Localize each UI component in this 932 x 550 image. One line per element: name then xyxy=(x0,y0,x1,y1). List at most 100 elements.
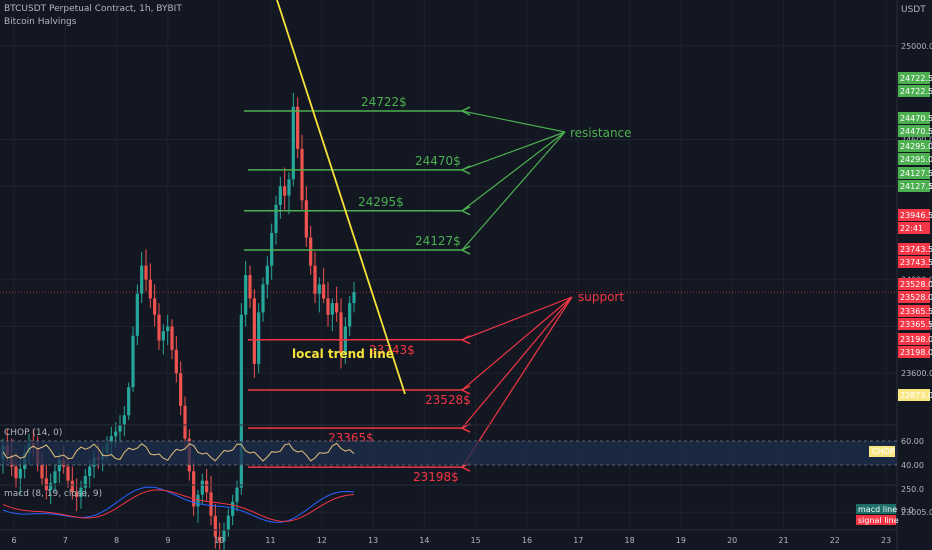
price-tag xyxy=(898,167,930,179)
support-arrow-line xyxy=(461,296,573,341)
candle-body xyxy=(174,349,178,374)
candle-body xyxy=(335,303,339,313)
candle-body xyxy=(161,331,165,341)
candle-body xyxy=(209,492,213,516)
candle-body xyxy=(170,326,174,350)
macd-line xyxy=(2,486,355,523)
currency-label: USDT xyxy=(901,5,926,15)
candle-body xyxy=(287,179,291,196)
candle-body xyxy=(222,529,226,542)
time-tick-label: 21 xyxy=(778,536,788,545)
price-tag-label: 23365.5 xyxy=(900,320,932,329)
macd-legend[interactable]: macd (8, 19, close, 9) xyxy=(4,489,103,499)
price-tag-label: 24722.5 xyxy=(900,74,932,83)
price-tag xyxy=(898,346,930,358)
macd-indicator-pane: 250.0 0.0 macd line signal line xyxy=(2,485,924,525)
candle-body xyxy=(148,279,152,299)
price-tag xyxy=(898,72,930,84)
price-tag xyxy=(898,318,930,330)
drawing-annotations[interactable]: 24722$ 24470$ 24295$ 24127$ resistance 23743$… xyxy=(244,0,632,484)
candle-body xyxy=(283,186,287,196)
price-tag-label: 23365.5 xyxy=(900,307,932,316)
macd-tick-label: 0.0 xyxy=(901,506,914,515)
support-arrow-line xyxy=(461,296,573,429)
price-tag-label: 24127.5 xyxy=(900,182,932,191)
macd-tick-label: 250.0 xyxy=(901,485,924,494)
signal-line-tag-label: signal line xyxy=(858,516,899,525)
candle-body xyxy=(330,303,334,315)
trend-line-label: local trend line xyxy=(292,347,394,361)
chop-legend[interactable]: CHOP (14, 0) xyxy=(4,428,63,438)
indicator-legend-halvings[interactable]: Bitcoin Halvings xyxy=(4,17,77,27)
candle-body xyxy=(261,284,265,313)
time-tick-label: 19 xyxy=(676,536,686,545)
resistance-arrow-line xyxy=(461,131,566,212)
candle-body xyxy=(179,373,183,406)
chop-tick-label: 40.00 xyxy=(901,461,924,470)
support-label: support xyxy=(578,290,624,304)
chop-tag xyxy=(869,446,895,457)
price-tag xyxy=(898,243,930,255)
candle-body xyxy=(326,298,330,315)
candle-body xyxy=(70,480,74,493)
candle-body xyxy=(309,237,313,266)
candle-body xyxy=(18,468,22,479)
time-tick-label: 12 xyxy=(317,536,327,545)
resistance-arrow-line xyxy=(461,131,566,171)
candle-body xyxy=(339,312,343,355)
candle-body xyxy=(352,292,356,304)
candle-body xyxy=(278,186,282,205)
time-axis[interactable]: 6 7 8 9 10 11 12 13 14 15 16 17 18 19 20 21 22 23 xyxy=(11,536,891,545)
price-tag-label: 23198.0 xyxy=(900,335,932,344)
time-tick-label: 23 xyxy=(881,536,891,545)
candlestick-series xyxy=(1,92,356,550)
resistance-level-label: 24722$ xyxy=(361,95,407,109)
price-tag-label: 22:41 xyxy=(900,224,923,233)
support-level-label: 23743$ xyxy=(369,343,415,357)
candle-body xyxy=(127,387,131,416)
candle-body xyxy=(291,106,295,180)
time-tick-label: 20 xyxy=(727,536,737,545)
candle-body xyxy=(296,106,300,149)
price-tag xyxy=(898,209,930,221)
candle-body xyxy=(304,200,308,238)
candle-body xyxy=(213,515,217,537)
time-tick-label: 18 xyxy=(625,536,635,545)
candle-body xyxy=(244,275,248,315)
price-tags: 24722.5 24722.5 24470.5 24470.5 24295.0 24295… xyxy=(898,72,932,401)
candle-body xyxy=(200,480,204,495)
candle-body xyxy=(317,284,321,294)
price-tag xyxy=(898,153,930,165)
symbol-title[interactable]: BTCUSDT Perpetual Contract, 1h, BYBIT xyxy=(4,4,182,14)
candle-body xyxy=(265,265,269,285)
price-tag-label: 23198.0 xyxy=(900,348,932,357)
time-tick-label: 6 xyxy=(11,536,16,545)
price-tag-label: 24127.5 xyxy=(900,169,932,178)
candle-body xyxy=(144,265,148,280)
candle-body xyxy=(183,405,187,439)
candle-body xyxy=(135,293,139,336)
time-tick-label: 7 xyxy=(63,536,68,545)
time-tick-label: 22 xyxy=(830,536,840,545)
price-tag-label: 24295.0 xyxy=(900,155,932,164)
price-tag-label: 23946.5 xyxy=(900,211,932,220)
price-tag-label: 23528.0 xyxy=(900,293,932,302)
candle-body xyxy=(239,314,243,488)
price-tag-label: 22873.0 xyxy=(900,391,932,400)
support-level-label: 23528$ xyxy=(425,393,471,407)
price-tag xyxy=(898,140,930,152)
macd-line-tag-label: macd line xyxy=(858,505,897,514)
support-level-label: 23198$ xyxy=(413,470,459,484)
time-tick-label: 11 xyxy=(265,536,275,545)
chop-tag-label: CHOP xyxy=(872,447,895,456)
resistance-arrow-line xyxy=(461,131,566,251)
candle-body xyxy=(131,335,135,388)
price-tag xyxy=(898,278,930,290)
price-tag-label: 23743.5 xyxy=(900,258,932,267)
resistance-arrow-line xyxy=(461,110,566,133)
signal-line-tag xyxy=(856,515,896,525)
support-arrow-line xyxy=(461,296,573,391)
candle-body xyxy=(153,298,157,315)
price-tag xyxy=(898,291,930,303)
